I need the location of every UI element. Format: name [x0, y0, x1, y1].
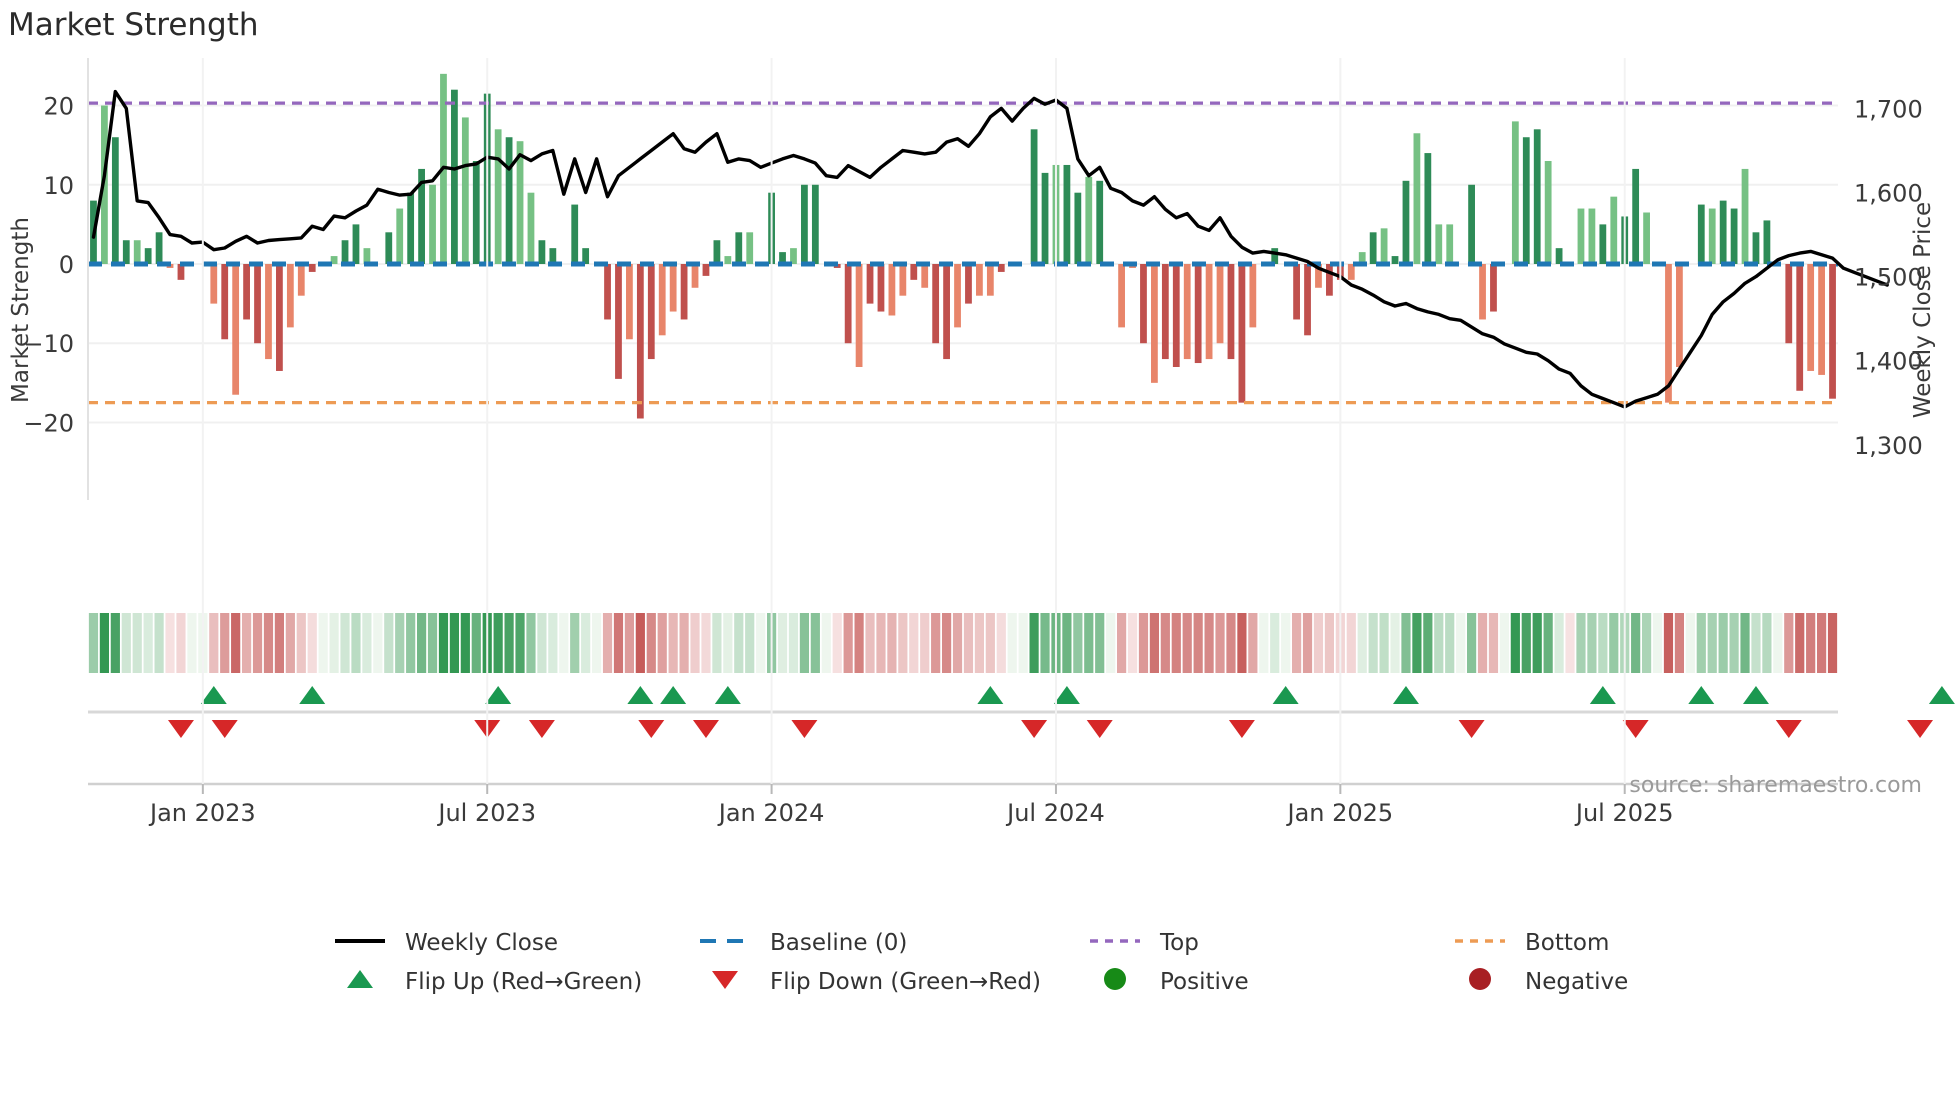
- legend-row2-item[interactable]: Flip Up (Red→Green): [347, 969, 642, 995]
- right-tick-label: 1,400: [1854, 348, 1923, 376]
- legend-label: Negative: [1525, 969, 1628, 995]
- legend-marker-dot-darkred: [1469, 968, 1491, 990]
- strength-heatmap-strip: [88, 613, 1838, 673]
- legend-label: Bottom: [1525, 930, 1609, 956]
- legend-row2-item[interactable]: Negative: [1469, 968, 1628, 995]
- left-tick-label: 10: [43, 172, 74, 200]
- x-axis: Jan 2023 Jul 2023 Jan 2024 Jul 2024 Jan 2025…: [88, 58, 1838, 827]
- flip-down-marker: [211, 720, 238, 738]
- flip-up-marker: [485, 686, 512, 704]
- flip-up-marker: [1272, 686, 1299, 704]
- legend-label: Weekly Close: [405, 930, 558, 956]
- flip-up-marker: [1688, 686, 1715, 704]
- flip-down-marker: [638, 720, 665, 738]
- left-tick-label: 20: [43, 93, 74, 121]
- left-tick-label: −20: [23, 409, 74, 437]
- flip-down-marker: [1775, 720, 1802, 738]
- flip-up-marker: [627, 686, 654, 704]
- flip-markers: [88, 686, 1955, 738]
- weekly-close-line: [91, 89, 1889, 409]
- flip-down-marker: [1458, 720, 1485, 738]
- legend-label: Flip Up (Red→Green): [405, 969, 642, 995]
- x-tick-label: Jan 2024: [717, 799, 825, 827]
- x-tick-label: Jul 2023: [436, 799, 536, 827]
- legend-label: Top: [1159, 930, 1199, 956]
- flip-up-marker: [200, 686, 227, 704]
- x-tick-label: Jul 2025: [1574, 799, 1674, 827]
- flip-up-marker: [1589, 686, 1616, 704]
- right-tick-label: 1,500: [1854, 264, 1923, 292]
- flip-down-marker: [791, 720, 818, 738]
- flip-down-marker: [167, 720, 194, 738]
- right-axis-label: Weekly Close Price: [1910, 202, 1936, 418]
- chart-title: Market Strength: [8, 7, 259, 43]
- legend-marker-triangle-up-green: [347, 970, 373, 988]
- flip-down-marker: [692, 720, 719, 738]
- flip-down-marker: [528, 720, 555, 738]
- flip-up-marker: [1742, 686, 1769, 704]
- flip-down-marker: [1622, 720, 1649, 738]
- right-tick-label: 1,700: [1854, 95, 1923, 123]
- reference-lines: [88, 101, 1838, 405]
- x-tick-label: Jan 2025: [1285, 799, 1393, 827]
- flip-up-marker: [1053, 686, 1080, 704]
- right-axis-ticks: 1,700 1,600 1,500 1,400 1,300: [1854, 95, 1923, 459]
- legend-marker-dot-green: [1104, 968, 1126, 990]
- left-axis-ticks: 20 10 0 −10 −20: [23, 58, 89, 500]
- strength-bars: [90, 73, 1836, 419]
- left-axis-label: Market Strength: [8, 217, 34, 403]
- left-tick-label: 0: [59, 251, 74, 279]
- flip-down-marker: [1021, 720, 1048, 738]
- legend-row1-item[interactable]: Baseline (0): [700, 930, 907, 956]
- right-tick-label: 1,300: [1854, 432, 1923, 460]
- chart-legend: Weekly Close Baseline (0) Top Bottom Flip Up…: [335, 930, 1628, 995]
- legend-label: Flip Down (Green→Red): [770, 969, 1041, 995]
- legend-row1-item[interactable]: Weekly Close: [335, 930, 558, 956]
- flip-up-marker: [977, 686, 1004, 704]
- legend-row2-item[interactable]: Flip Down (Green→Red): [712, 969, 1041, 995]
- flip-down-marker: [1086, 720, 1113, 738]
- legend-row1-item[interactable]: Bottom: [1455, 930, 1609, 956]
- legend-row1-item[interactable]: Top: [1090, 930, 1199, 956]
- x-tick-label: Jul 2024: [1005, 799, 1105, 827]
- legend-row2-item[interactable]: Positive: [1104, 968, 1249, 995]
- legend-label: Positive: [1160, 969, 1249, 995]
- flip-up-marker: [1928, 686, 1955, 704]
- source-attribution: source: sharemaestro.com: [1629, 773, 1922, 798]
- flip-up-marker: [714, 686, 741, 704]
- flip-down-marker: [1907, 720, 1934, 738]
- legend-marker-triangle-down-red: [712, 971, 738, 989]
- right-tick-label: 1,600: [1854, 180, 1923, 208]
- flip-up-marker: [299, 686, 326, 704]
- flip-up-marker: [1392, 686, 1419, 704]
- left-tick-label: −10: [23, 330, 74, 358]
- flip-up-marker: [660, 686, 687, 704]
- flip-down-marker: [1228, 720, 1255, 738]
- legend-label: Baseline (0): [770, 930, 907, 956]
- x-tick-label: Jan 2023: [148, 799, 256, 827]
